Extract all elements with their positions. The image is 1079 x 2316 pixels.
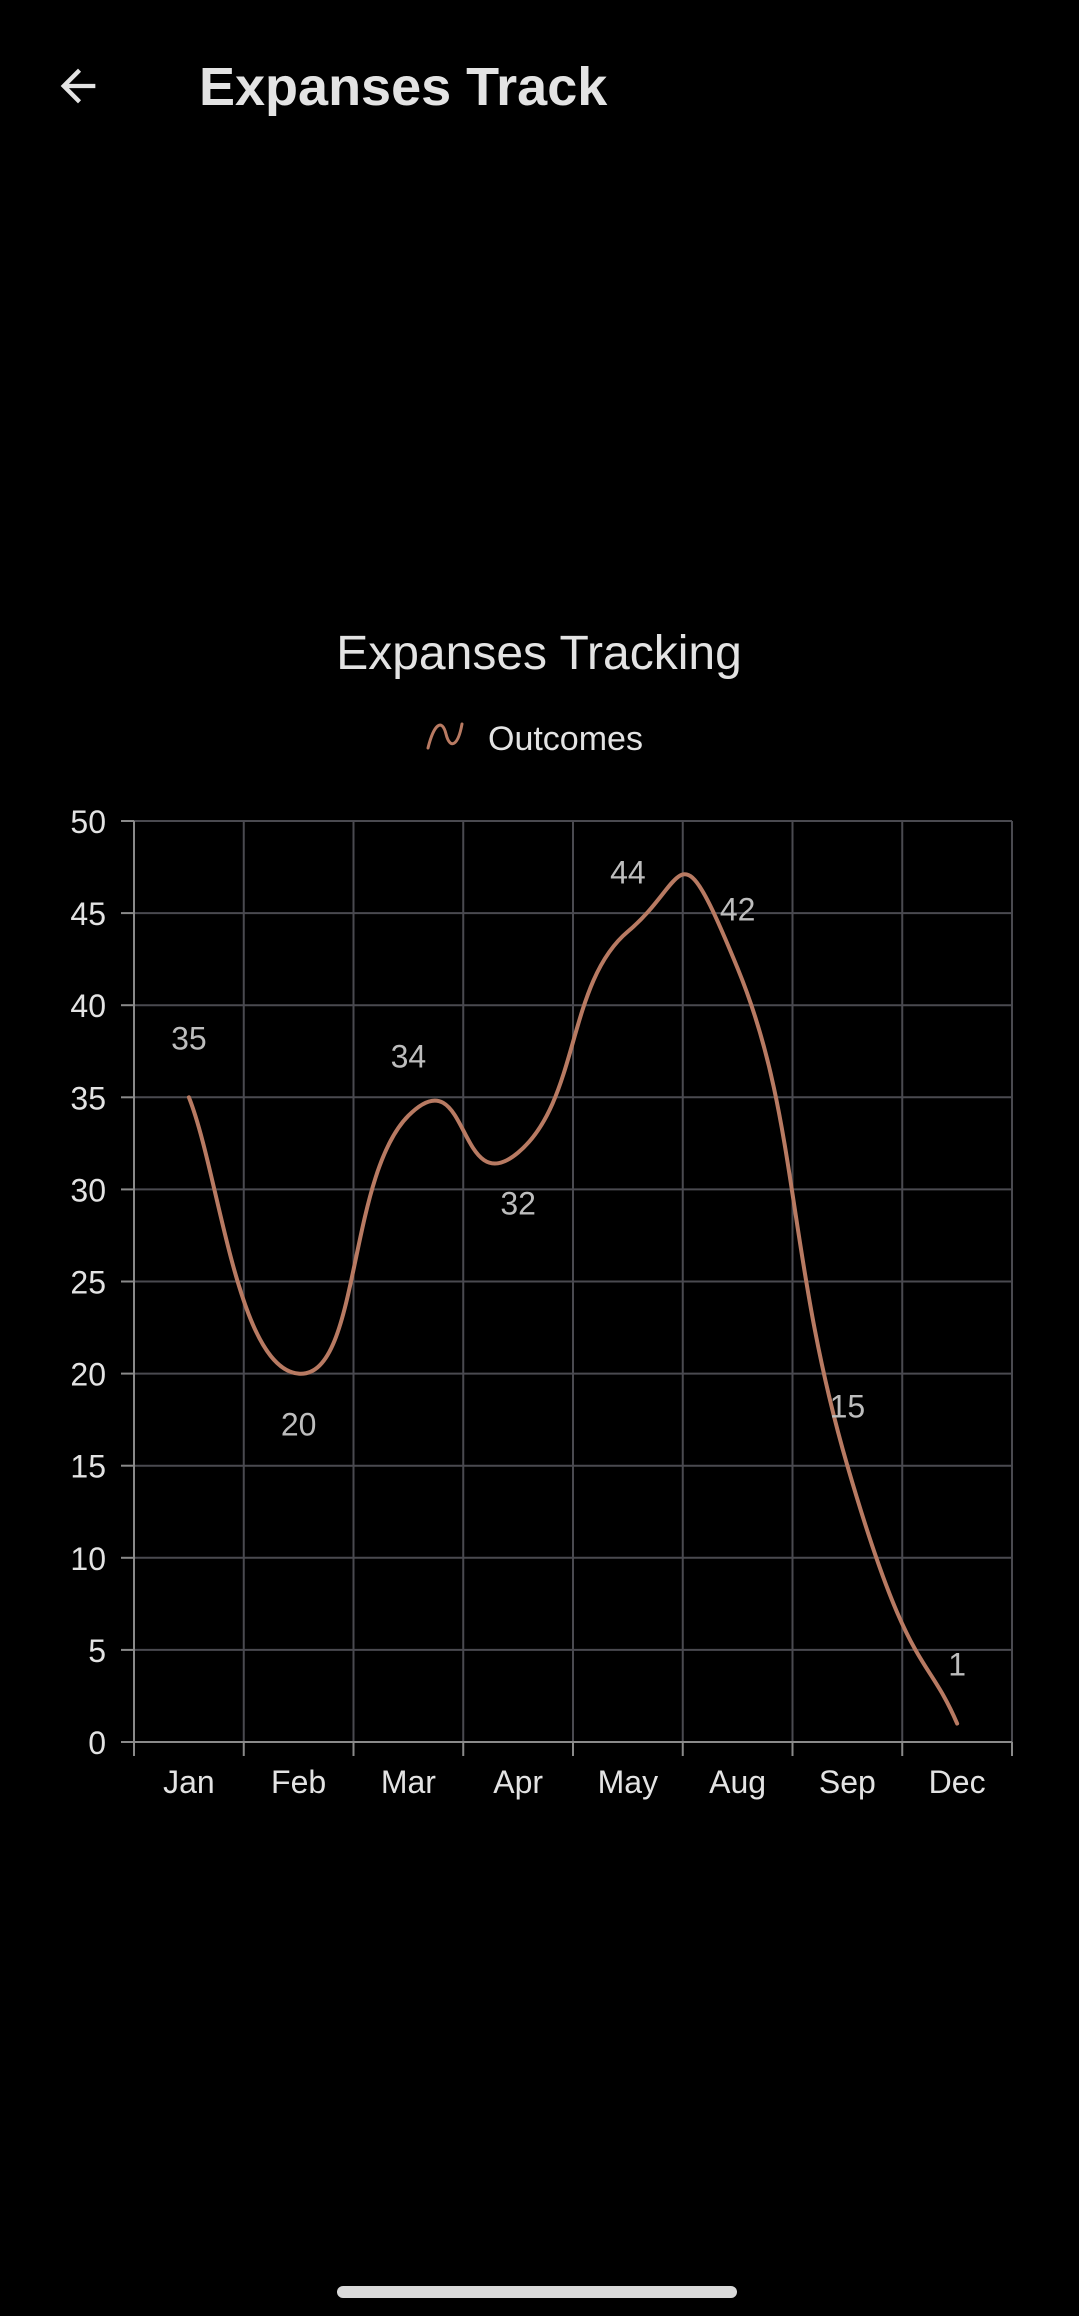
data-label: 34: [391, 1039, 427, 1075]
data-labels: 35 20 34 32 44 42 15 1: [171, 855, 966, 1683]
data-label: 1: [948, 1647, 966, 1683]
y-tick-label: 35: [70, 1080, 106, 1116]
chart-legend: Outcomes: [426, 720, 643, 758]
data-label: 20: [281, 1407, 317, 1443]
y-tick-label: 10: [70, 1541, 106, 1577]
x-tick-label: May: [598, 1764, 658, 1800]
x-tick-label: Sep: [819, 1764, 876, 1800]
data-label: 32: [500, 1186, 536, 1222]
curve-line-icon: [426, 722, 464, 750]
series-outcomes: [186, 872, 960, 1726]
y-tick-label: 30: [70, 1172, 106, 1208]
legend-label: Outcomes: [488, 720, 643, 758]
y-tick-label: 45: [70, 896, 106, 932]
series-line-outcomes: [186, 872, 960, 1726]
data-label: 35: [171, 1020, 207, 1056]
y-tick-label: 20: [70, 1357, 106, 1393]
y-tick-label: 25: [70, 1265, 106, 1301]
x-tick-label: Apr: [493, 1764, 543, 1800]
y-tick-label: 50: [70, 804, 106, 840]
x-tick-label: Dec: [929, 1764, 986, 1800]
chart-title: Expanses Tracking: [336, 627, 742, 680]
data-label: 44: [610, 855, 646, 891]
y-tick-label: 15: [70, 1449, 106, 1485]
y-tick-label: 40: [70, 988, 106, 1024]
x-tick-label: Mar: [381, 1764, 436, 1800]
arrow-left-icon: [60, 68, 96, 104]
x-tick-label: Aug: [709, 1764, 766, 1800]
y-tick-label: 0: [88, 1725, 106, 1761]
line-chart: Expanses Tracking Outcomes 0 5 10 15 20 25 30 3…: [0, 600, 1079, 1830]
grid-lines: [133, 820, 1013, 1743]
data-label: 42: [720, 891, 756, 927]
back-button[interactable]: [36, 44, 120, 128]
y-tick-label: 5: [88, 1633, 106, 1669]
app-bar: Expanses Track: [0, 0, 1079, 176]
x-tick-label: Jan: [163, 1764, 215, 1800]
x-tick-label: Feb: [271, 1764, 326, 1800]
page-title: Expanses Track: [199, 57, 608, 117]
data-label: 15: [830, 1389, 866, 1425]
axes: 0 5 10 15 20 25 30 35 40 45 50 Jan Feb Mar Apr May Aug Se…: [70, 804, 1013, 1800]
chart-canvas: Expanses Tracking Outcomes 0 5 10 15 20 25 30 3…: [70, 627, 1013, 1800]
home-indicator[interactable]: [337, 2286, 737, 2298]
